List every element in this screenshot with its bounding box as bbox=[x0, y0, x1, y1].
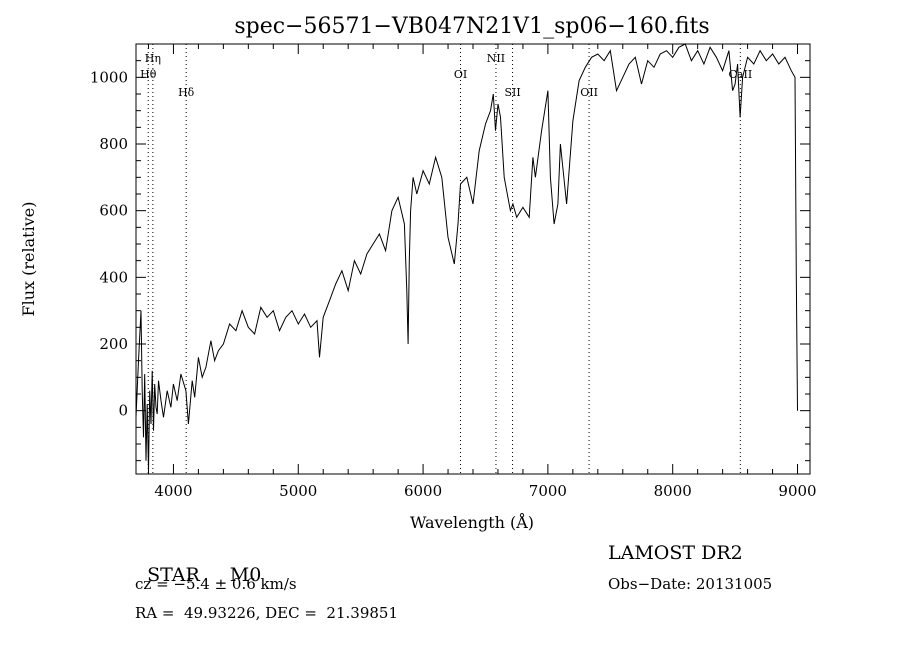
spectral-line-label: CaII bbox=[729, 68, 753, 81]
y-tick-label: 0 bbox=[118, 402, 128, 420]
object-class: STAR M0 bbox=[135, 542, 261, 586]
y-tick-label: 200 bbox=[99, 335, 128, 353]
spectral-line-label: OII bbox=[580, 86, 598, 99]
x-tick-label: 8000 bbox=[654, 482, 692, 500]
chart-title: spec−56571−VB047N21V1_sp06−160.fits bbox=[234, 14, 709, 39]
x-axis-label: Wavelength (Å) bbox=[410, 512, 534, 532]
spectral-line-label: Hδ bbox=[178, 86, 195, 99]
spectral-line-label: NII bbox=[487, 52, 505, 65]
spectral-line-label: SII bbox=[504, 86, 520, 99]
y-tick-label: 1000 bbox=[90, 68, 128, 86]
survey-label: LAMOST DR2 bbox=[608, 542, 743, 564]
spectral-line-label: Hθ bbox=[140, 68, 157, 81]
obs-date-text: Obs−Date: 20131005 bbox=[608, 575, 773, 593]
x-tick-label: 5000 bbox=[279, 482, 317, 500]
y-tick-label: 600 bbox=[99, 202, 128, 220]
spectrum-chart: spec−56571−VB047N21V1_sp06−160.fits Hη Hθ… bbox=[19, 14, 817, 532]
y-axis-label: Flux (relative) bbox=[19, 202, 38, 317]
x-tick-label: 7000 bbox=[529, 482, 567, 500]
x-tick-label: 9000 bbox=[778, 482, 816, 500]
x-tick-label: 6000 bbox=[404, 482, 442, 500]
redshift-text: cz = −5.4 ± 0.6 km/s bbox=[135, 575, 297, 593]
subclass-label: M0 bbox=[229, 564, 262, 586]
y-tick-label: 400 bbox=[99, 268, 128, 286]
spectral-line-label: OI bbox=[454, 68, 467, 81]
plot-frame bbox=[135, 43, 811, 475]
y-tick-label: 800 bbox=[99, 135, 128, 153]
coordinates-text: RA = 49.93226, DEC = 21.39851 bbox=[135, 604, 399, 622]
class-label: STAR bbox=[147, 564, 200, 586]
spectrum-series-line bbox=[135, 43, 798, 471]
axis-ticks: 4000 5000 6000 7000 8000 9000 0 200 400 600 800 100… bbox=[90, 44, 817, 500]
spectral-lines: Hη Hθ Hδ OI NII SII OII CaII bbox=[140, 44, 752, 474]
x-tick-label: 4000 bbox=[154, 482, 192, 500]
spectral-line-label: Hη bbox=[145, 52, 161, 65]
